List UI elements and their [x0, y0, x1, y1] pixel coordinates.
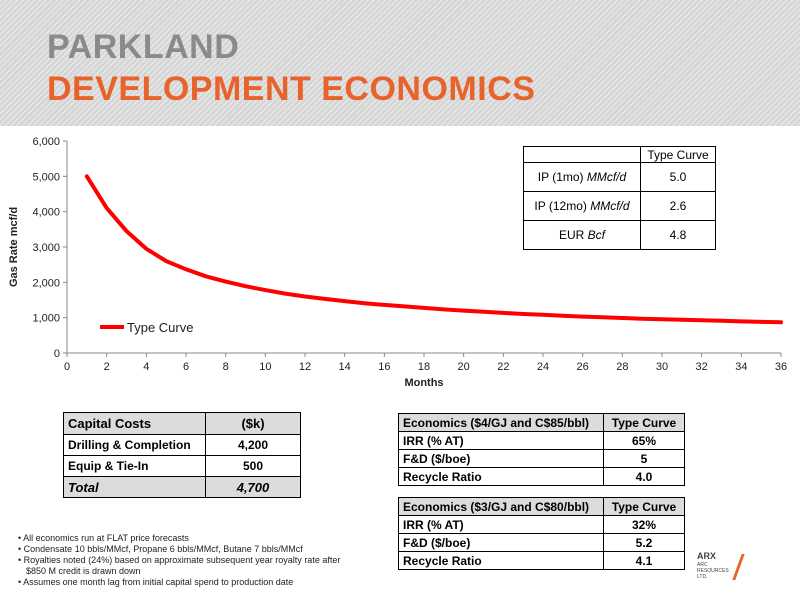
table-row: Recycle Ratio 4.1	[398, 551, 685, 570]
x-tick-label: 24	[537, 361, 549, 373]
type-curve-table: Type Curve IP (1mo) MMcf/d 5.0 IP (12mo)…	[523, 146, 716, 250]
row-label-drilling: Drilling & Completion	[63, 434, 206, 456]
table-row-total: Total 4,700	[63, 476, 301, 498]
y-tick-label: 1,000	[32, 313, 60, 325]
x-tick-label: 8	[223, 361, 229, 373]
page-title-line2: DEVELOPMENT ECONOMICS	[47, 70, 536, 108]
footnote: • Assumes one month lag from initial cap…	[18, 577, 294, 587]
table-header-empty	[523, 146, 641, 163]
table-row: Drilling & Completion 4,200	[63, 434, 301, 456]
page-title-line1: PARKLAND	[47, 28, 240, 66]
row-label-equip: Equip & Tie-In	[63, 455, 206, 477]
x-tick-label: 30	[656, 361, 668, 373]
row-label-eur: EUR Bcf	[523, 220, 641, 250]
capital-costs-table: Capital Costs ($k) Drilling & Completion…	[63, 412, 301, 498]
row-value-recycle: 4.1	[603, 551, 685, 570]
table-row: Recycle Ratio 4.0	[398, 467, 685, 486]
x-tick-label: 14	[339, 361, 351, 373]
economics-1-header-value: Type Curve	[603, 413, 685, 432]
footnote: • Condensate 10 bbls/MMcf, Propane 6 bbl…	[18, 544, 303, 554]
logo-slash-icon	[720, 554, 745, 580]
x-tick-label: 6	[183, 361, 189, 373]
x-axis-label: Months	[404, 377, 443, 389]
row-value-recycle: 4.0	[603, 467, 685, 486]
y-tick-label: 2,000	[32, 277, 60, 289]
economics-2-header-value: Type Curve	[603, 497, 685, 516]
y-tick-label: 6,000	[32, 136, 60, 148]
x-tick-label: 0	[64, 361, 70, 373]
table-row: F&D ($/boe) 5.2	[398, 533, 685, 552]
row-value-eur: 4.8	[640, 220, 716, 250]
y-tick-label: 5,000	[32, 171, 60, 183]
economics-2-header: Economics ($3/GJ and C$80/bbl)	[398, 497, 604, 516]
table-row: IP (12mo) MMcf/d 2.6	[523, 191, 716, 221]
row-label-total: Total	[63, 476, 206, 498]
legend-label-type-curve: Type Curve	[127, 320, 193, 335]
y-tick-label: 3,000	[32, 242, 60, 254]
table-row: F&D ($/boe) 5	[398, 449, 685, 468]
y-tick-label: 0	[54, 348, 60, 360]
footnote: • Royalties noted (24%) based on approxi…	[18, 555, 341, 565]
series-line-type-curve	[84, 174, 783, 325]
x-tick-label: 16	[378, 361, 390, 373]
y-tick-label: 4,000	[32, 207, 60, 219]
capital-costs-unit-header: ($k)	[205, 412, 301, 435]
table-row: EUR Bcf 4.8	[523, 220, 716, 250]
title-banner: PARKLAND DEVELOPMENT ECONOMICS	[0, 0, 800, 126]
x-tick-label: 18	[418, 361, 430, 373]
row-value-irr: 32%	[603, 515, 685, 534]
table-header-type-curve: Type Curve	[640, 146, 716, 163]
x-tick-label: 2	[104, 361, 110, 373]
row-label-irr: IRR (% AT)	[398, 515, 604, 534]
x-tick-label: 32	[696, 361, 708, 373]
x-tick-label: 26	[577, 361, 589, 373]
row-label-fd: F&D ($/boe)	[398, 533, 604, 552]
row-value-ip1mo: 5.0	[640, 162, 716, 192]
table-row: Equip & Tie-In 500	[63, 455, 301, 477]
x-tick-label: 10	[259, 361, 271, 373]
economics-table-2: Economics ($3/GJ and C$80/bbl) Type Curv…	[398, 497, 685, 570]
row-label-ip1mo: IP (1mo) MMcf/d	[523, 162, 641, 192]
capital-costs-header: Capital Costs	[63, 412, 206, 435]
logo-subtext: ARC RESOURCES LTD.	[697, 562, 729, 580]
row-value-ip12mo: 2.6	[640, 191, 716, 221]
footnote: $850 M credit is drawn down	[26, 566, 141, 576]
row-value-irr: 65%	[603, 431, 685, 450]
x-tick-label: 34	[735, 361, 747, 373]
x-tick-label: 12	[299, 361, 311, 373]
x-tick-label: 4	[143, 361, 149, 373]
row-label-irr: IRR (% AT)	[398, 431, 604, 450]
row-value-fd: 5.2	[603, 533, 685, 552]
logo-wordmark: ARX	[697, 551, 717, 561]
row-label-fd: F&D ($/boe)	[398, 449, 604, 468]
economics-table-1: Economics ($4/GJ and C$85/bbl) Type Curv…	[398, 413, 685, 486]
table-row: IRR (% AT) 32%	[398, 515, 685, 534]
row-value-total: 4,700	[205, 476, 301, 498]
x-tick-label: 20	[458, 361, 470, 373]
arc-resources-logo: ARX ARC RESOURCES LTD.	[697, 552, 747, 586]
table-row: IRR (% AT) 65%	[398, 431, 685, 450]
x-tick-label: 22	[497, 361, 509, 373]
economics-1-header: Economics ($4/GJ and C$85/bbl)	[398, 413, 604, 432]
footnotes: • All economics run at FLAT price foreca…	[18, 533, 340, 588]
row-label-ip12mo: IP (12mo) MMcf/d	[523, 191, 641, 221]
x-tick-label: 36	[775, 361, 787, 373]
y-axis-label: Gas Rate mcf/d	[8, 207, 20, 287]
table-row: IP (1mo) MMcf/d 5.0	[523, 162, 716, 192]
row-label-recycle: Recycle Ratio	[398, 467, 604, 486]
row-value-drilling: 4,200	[205, 434, 301, 456]
row-value-fd: 5	[603, 449, 685, 468]
row-value-equip: 500	[205, 455, 301, 477]
row-label-recycle: Recycle Ratio	[398, 551, 604, 570]
footnote: • All economics run at FLAT price foreca…	[18, 533, 189, 543]
x-tick-label: 28	[616, 361, 628, 373]
